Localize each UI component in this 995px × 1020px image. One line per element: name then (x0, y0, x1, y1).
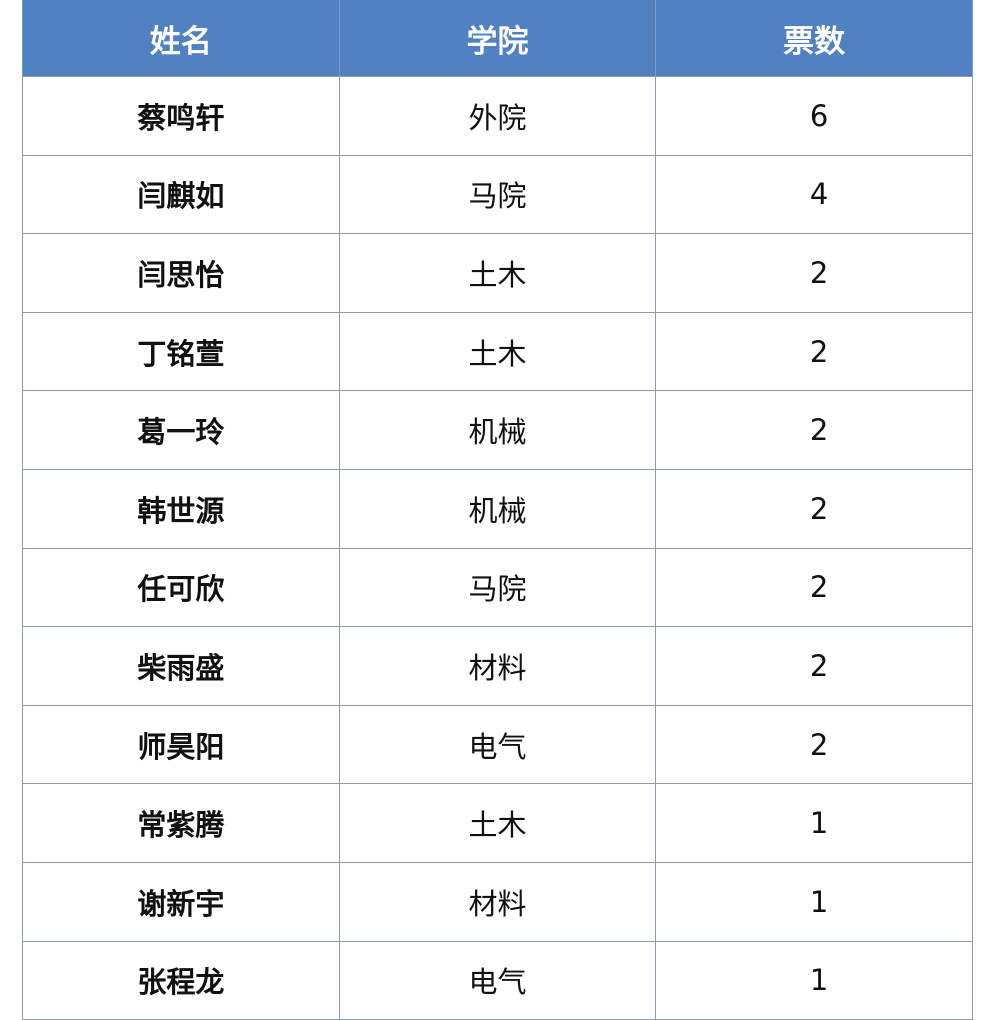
votes-cell: 6 (655, 76, 973, 156)
college-cell: 机械 (338, 390, 657, 470)
college-cell: 土木 (338, 783, 657, 863)
column-header-college: 学院 (338, 0, 657, 77)
college-cell: 外院 (338, 76, 657, 156)
college-cell: 材料 (338, 861, 657, 942)
college-cell: 马院 (338, 547, 657, 628)
table-row: 柴雨盛 材料 2 (22, 626, 973, 706)
college-cell: 土木 (338, 233, 657, 313)
votes-cell: 2 (655, 311, 973, 392)
votes-cell: 2 (655, 468, 973, 549)
college-cell: 机械 (338, 468, 657, 549)
table-row: 谢新宇 材料 1 (22, 861, 973, 942)
table-row: 蔡鸣轩 外院 6 (22, 76, 973, 156)
name-cell: 柴雨盛 (22, 626, 340, 706)
column-header-votes: 票数 (655, 0, 973, 77)
college-cell: 材料 (338, 626, 657, 706)
name-cell: 闫麒如 (22, 154, 340, 235)
name-cell: 师昊阳 (22, 704, 340, 785)
college-cell: 电气 (338, 704, 657, 785)
name-cell: 韩世源 (22, 468, 340, 549)
name-cell: 常紫腾 (22, 783, 340, 863)
table-header-row: 姓名 学院 票数 (22, 0, 973, 77)
college-cell: 电气 (338, 940, 657, 1020)
votes-cell: 4 (655, 154, 973, 235)
votes-cell: 2 (655, 390, 973, 470)
votes-cell: 1 (655, 861, 973, 942)
table-row: 任可欣 马院 2 (22, 547, 973, 628)
votes-cell: 1 (655, 783, 973, 863)
name-cell: 葛一玲 (22, 390, 340, 470)
table-row: 韩世源 机械 2 (22, 468, 973, 549)
table-row: 丁铭萱 土木 2 (22, 311, 973, 392)
name-cell: 蔡鸣轩 (22, 76, 340, 156)
table-row: 常紫腾 土木 1 (22, 783, 973, 863)
college-cell: 土木 (338, 311, 657, 392)
votes-cell: 2 (655, 233, 973, 313)
column-header-name: 姓名 (22, 0, 340, 77)
college-cell: 马院 (338, 154, 657, 235)
name-cell: 闫思怡 (22, 233, 340, 313)
votes-cell: 2 (655, 704, 973, 785)
table-body: 蔡鸣轩 外院 6 闫麒如 马院 4 闫思怡 土木 2 丁铭萱 土木 2 葛一玲 机械 2 韩世源 机械 2 任可欣马… (22, 76, 973, 1020)
votes-cell: 2 (655, 626, 973, 706)
name-cell: 任可欣 (22, 547, 340, 628)
table-row: 师昊阳 电气 2 (22, 704, 973, 785)
name-cell: 张程龙 (22, 940, 340, 1020)
table-row: 葛一玲 机械 2 (22, 390, 973, 470)
name-cell: 谢新宇 (22, 861, 340, 942)
table-row: 张程龙 电气 1 (22, 940, 973, 1020)
table-row: 闫麒如 马院 4 (22, 154, 973, 235)
votes-cell: 1 (655, 940, 973, 1020)
vote-table: 姓名 学院 票数 蔡鸣轩 外院 6 闫麒如 马院 4 闫思怡 土木 2 丁铭萱 土木 2 葛一玲 机械 2 韩… (22, 0, 973, 1020)
table-row: 闫思怡 土木 2 (22, 233, 973, 313)
name-cell: 丁铭萱 (22, 311, 340, 392)
votes-cell: 2 (655, 547, 973, 628)
